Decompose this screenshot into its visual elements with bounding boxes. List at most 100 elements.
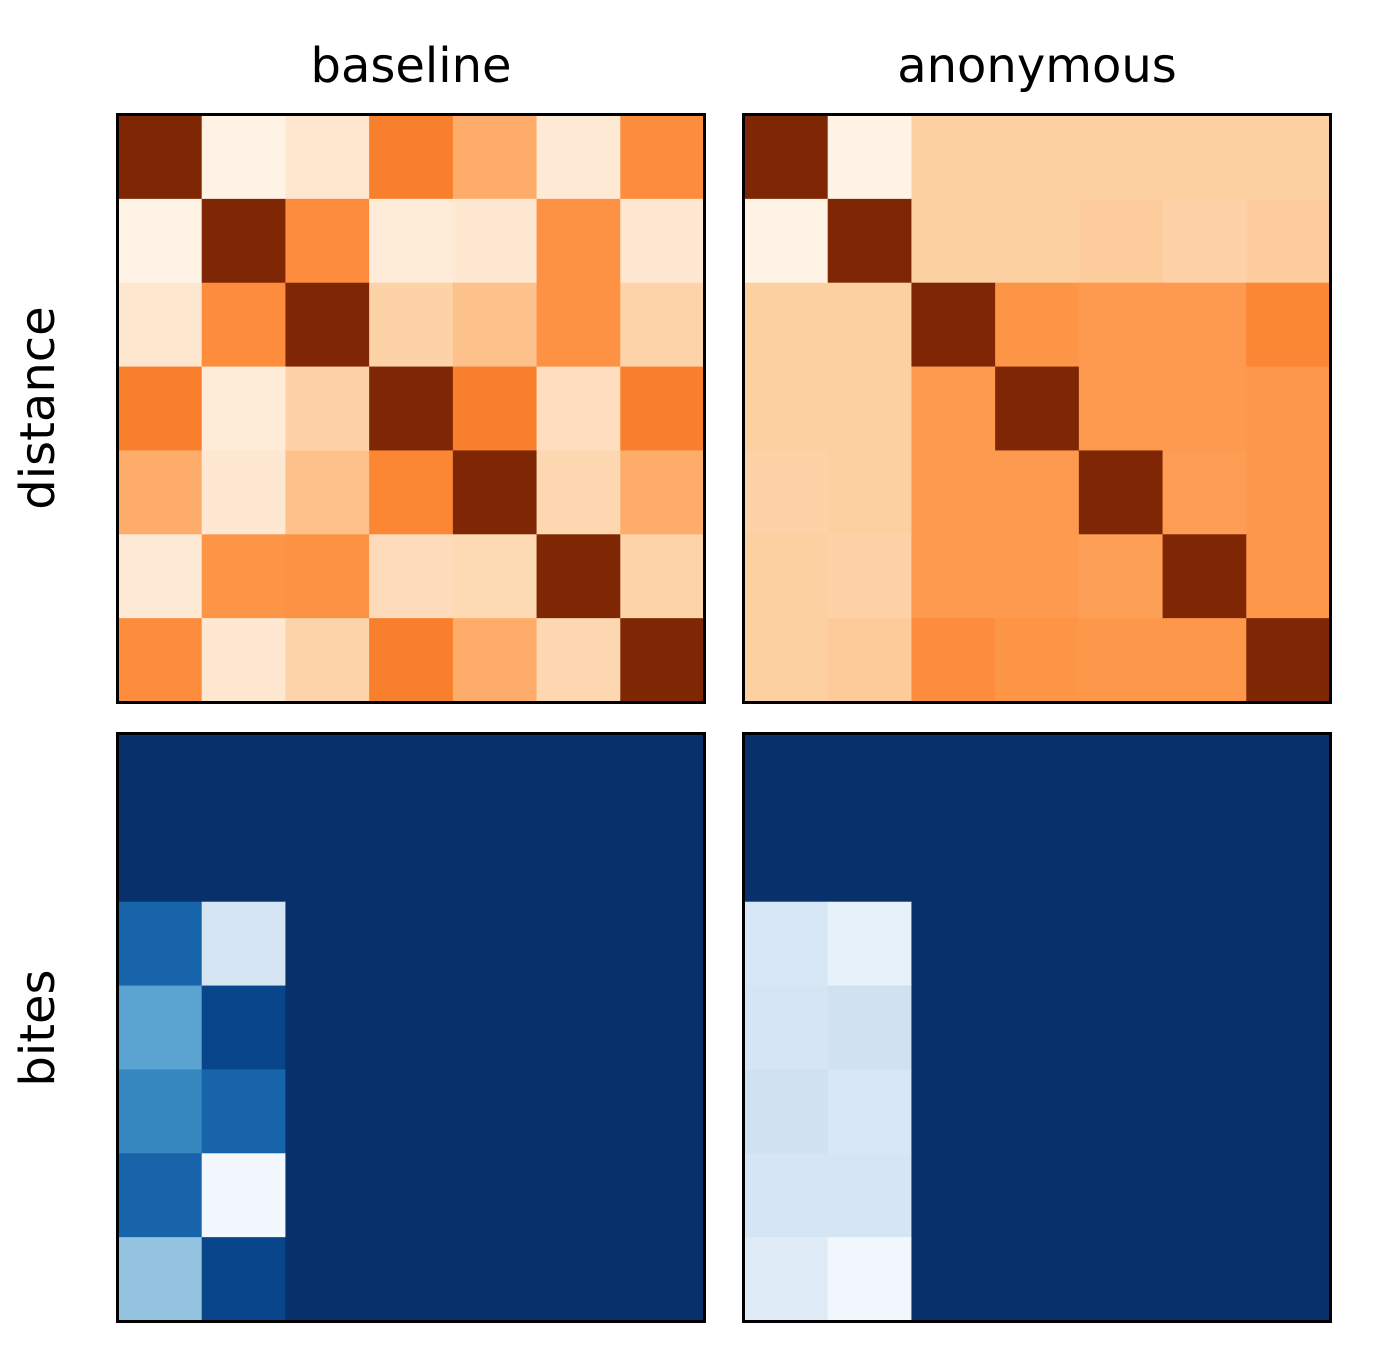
panel-frame	[742, 732, 1332, 1323]
heatmap-cell	[1078, 618, 1164, 703]
heatmap-cell	[118, 450, 203, 535]
heatmap-cell	[285, 198, 370, 284]
heatmap-cell	[995, 115, 1080, 200]
heatmap-cell	[285, 366, 370, 452]
heatmap-cell	[536, 282, 621, 368]
heatmap-cell	[1162, 618, 1247, 703]
heatmap-cell	[1162, 282, 1247, 368]
heatmap-cell	[827, 534, 913, 619]
heatmap-cell	[369, 534, 454, 619]
heatmap-cell	[536, 366, 621, 452]
heatmap-cell	[452, 534, 538, 619]
heatmap-cell	[827, 817, 913, 903]
heatmap-cell	[1078, 366, 1164, 452]
heatmap-cell	[911, 450, 996, 535]
heatmap-cell	[911, 618, 996, 703]
heatmap-cell	[995, 198, 1080, 284]
heatmap-cell	[369, 1069, 454, 1154]
heatmap-cell	[1078, 734, 1164, 819]
heatmap-cell	[118, 366, 203, 452]
heatmap-cell	[285, 534, 370, 619]
heatmap-cell	[369, 734, 454, 819]
heatmap-cell	[1078, 534, 1164, 619]
heatmap-cell	[620, 115, 705, 200]
heatmap-cell	[1246, 198, 1331, 284]
heatmap-cell	[911, 534, 996, 619]
heatmap-cell	[285, 450, 370, 535]
heatmap-cell	[620, 534, 705, 619]
heatmap-cell	[827, 282, 913, 368]
heatmap-cell	[369, 115, 454, 200]
heatmap-panel-distance-baseline	[116, 113, 706, 704]
heatmap-cell	[1162, 1153, 1247, 1238]
heatmap-cell	[827, 618, 913, 703]
heatmap-cell	[995, 534, 1080, 619]
heatmap-cell	[744, 366, 829, 452]
heatmap-cell	[620, 618, 705, 703]
heatmap-cell	[536, 115, 621, 200]
heatmap-cell	[285, 734, 370, 819]
heatmap-cell	[285, 282, 370, 368]
heatmap-cell	[1162, 366, 1247, 452]
heatmap-cell	[1246, 1153, 1331, 1238]
heatmap-cell	[744, 734, 829, 819]
heatmap-cell	[827, 366, 913, 452]
heatmap-cell	[620, 1069, 705, 1154]
heatmap-cell	[1078, 450, 1164, 535]
heatmap-cell	[995, 1153, 1080, 1238]
heatmap-cell	[452, 1237, 538, 1322]
heatmap-cell	[911, 817, 996, 903]
row-label-distance: distance	[10, 306, 66, 510]
heatmap-cell	[369, 450, 454, 535]
heatmap-cell	[285, 817, 370, 903]
heatmap-cell	[369, 366, 454, 452]
heatmap-cell	[995, 618, 1080, 703]
heatmap-cell	[536, 1237, 621, 1322]
heatmap-cell	[1162, 734, 1247, 819]
heatmap-cell	[744, 450, 829, 535]
heatmap-cell	[536, 985, 621, 1071]
heatmap-cell	[827, 115, 913, 200]
heatmap-cell	[369, 817, 454, 903]
heatmap-cell	[744, 817, 829, 903]
heatmap-cell	[201, 817, 287, 903]
heatmap-cell	[201, 985, 287, 1071]
heatmap-cell	[1078, 115, 1164, 200]
heatmap-cell	[201, 198, 287, 284]
heatmap-cell	[452, 901, 538, 987]
heatmap-cell	[1246, 534, 1331, 619]
heatmap-cell	[620, 366, 705, 452]
heatmap-cell	[911, 734, 996, 819]
heatmap-cell	[620, 985, 705, 1071]
heatmap-cell	[285, 618, 370, 703]
heatmap-cell	[118, 1237, 203, 1322]
heatmap-cell	[1246, 282, 1331, 368]
heatmap-cell	[1246, 985, 1331, 1071]
heatmap-cell	[369, 985, 454, 1071]
heatmap-cell	[827, 734, 913, 819]
heatmap-cell	[285, 1153, 370, 1238]
heatmap-cell	[285, 901, 370, 987]
heatmap-cell	[620, 817, 705, 903]
heatmap-cell	[285, 115, 370, 200]
heatmap-cell	[285, 985, 370, 1071]
heatmap-cell	[452, 1153, 538, 1238]
heatmap-cell	[285, 1069, 370, 1154]
heatmap-cell	[827, 450, 913, 535]
heatmap-cell	[1246, 901, 1331, 987]
heatmap-cell	[118, 618, 203, 703]
heatmap-cell	[369, 901, 454, 987]
heatmap-cell	[201, 450, 287, 535]
heatmap-cell	[620, 1153, 705, 1238]
heatmap-cell	[118, 534, 203, 619]
heatmap-cell	[536, 618, 621, 703]
heatmap-cell	[744, 1069, 829, 1154]
heatmap-cell	[1246, 618, 1331, 703]
heatmap-cell	[827, 1153, 913, 1238]
heatmap-cell	[285, 1237, 370, 1322]
heatmap-cell	[620, 282, 705, 368]
heatmap-cell	[1246, 817, 1331, 903]
heatmap-cell	[369, 618, 454, 703]
heatmap-cell	[201, 366, 287, 452]
heatmap-cell	[827, 985, 913, 1071]
